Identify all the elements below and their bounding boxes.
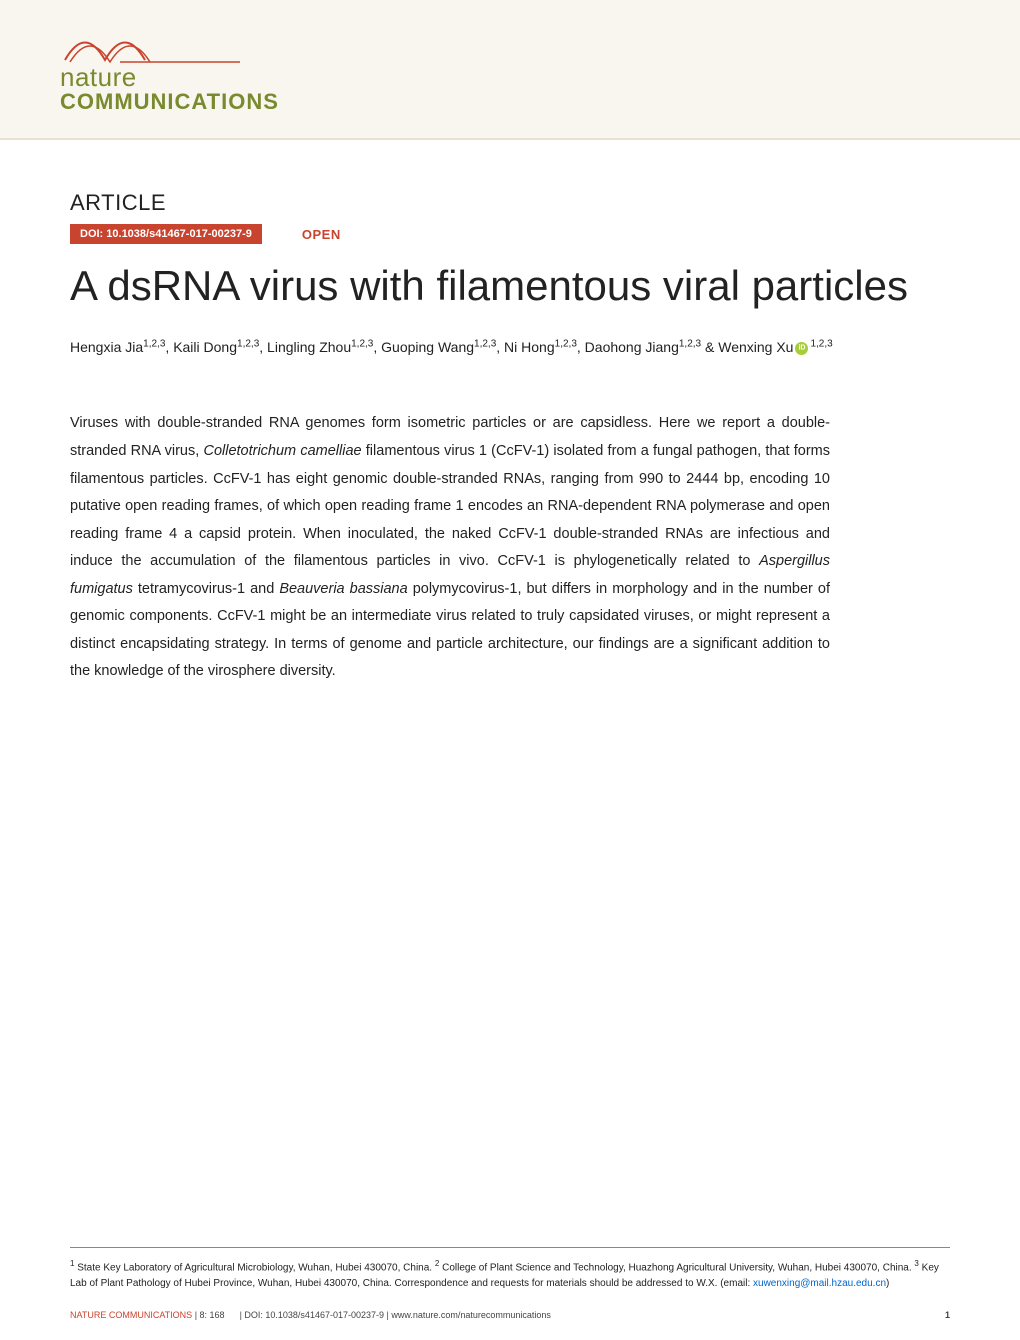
correspondence-text: Correspondence and requests for material… [394, 1278, 753, 1289]
abstract-segment: filamentous virus 1 (CcFV-1) isolated fr… [70, 443, 830, 569]
author-affil-ref: 1,2,3 [555, 339, 577, 350]
author-affil-ref: 1,2,3 [474, 339, 496, 350]
journal-logo: nature COMMUNICATIONS [60, 20, 960, 115]
orcid-icon[interactable] [795, 342, 808, 355]
author-affil-ref: 1,2,3 [237, 339, 259, 350]
author-name[interactable]: Ni Hong [504, 339, 555, 355]
abstract-segment: tetramycovirus-1 and [133, 581, 279, 597]
open-access-badge: OPEN [302, 227, 341, 242]
article-type-label: ARTICLE [70, 190, 950, 216]
page-number: 1 [945, 1310, 950, 1320]
author-name[interactable]: Kaili Dong [173, 339, 237, 355]
logo-communications: COMMUNICATIONS [60, 89, 960, 115]
author-affil-ref: 1,2,3 [679, 339, 701, 350]
author-name[interactable]: Daohong Jiang [585, 339, 679, 355]
author-name[interactable]: Lingling Zhou [267, 339, 351, 355]
article-content: ARTICLE DOI: 10.1038/s41467-017-00237-9 … [0, 140, 1020, 686]
author-name[interactable]: Wenxing Xu [718, 339, 793, 355]
page-footer: 1 State Key Laboratory of Agricultural M… [70, 1247, 950, 1320]
author-affil-ref: 1,2,3 [810, 339, 832, 350]
abstract-text: Viruses with double-stranded RNA genomes… [70, 410, 830, 685]
correspondence-email[interactable]: xuwenxing@mail.hzau.edu.cn [753, 1278, 886, 1289]
doi-badge[interactable]: DOI: 10.1038/s41467-017-00237-9 [70, 224, 262, 244]
footer-citation-line: NATURE COMMUNICATIONS | 8: 168 | DOI: 10… [70, 1310, 950, 1320]
species-name: Beauveria bassiana [279, 581, 407, 597]
author-name[interactable]: Guoping Wang [381, 339, 474, 355]
affil-number: 1 [70, 1259, 74, 1268]
author-name[interactable]: Hengxia Jia [70, 339, 143, 355]
author-affil-ref: 1,2,3 [351, 339, 373, 350]
affil-text: College of Plant Science and Technology,… [442, 1262, 914, 1273]
journal-header: nature COMMUNICATIONS [0, 0, 1020, 140]
correspondence-closing: ) [886, 1278, 889, 1289]
doi-row: DOI: 10.1038/s41467-017-00237-9 OPEN [70, 224, 950, 244]
footer-journal: NATURE COMMUNICATIONS [70, 1310, 192, 1320]
author-affil-ref: 1,2,3 [143, 339, 165, 350]
affil-number: 2 [435, 1259, 439, 1268]
affiliations-block: 1 State Key Laboratory of Agricultural M… [70, 1247, 950, 1292]
article-title: A dsRNA virus with filamentous viral par… [70, 262, 950, 310]
affil-text: State Key Laboratory of Agricultural Mic… [77, 1262, 435, 1273]
species-name: Colletotrichum camelliae [203, 443, 361, 459]
author-list: Hengxia Jia1,2,3, Kaili Dong1,2,3, Lingl… [70, 335, 950, 360]
affil-number: 3 [914, 1259, 918, 1268]
footer-doi: | DOI: 10.1038/s41467-017-00237-9 | www.… [240, 1310, 551, 1320]
footer-citation: | 8: 168 [195, 1310, 225, 1320]
